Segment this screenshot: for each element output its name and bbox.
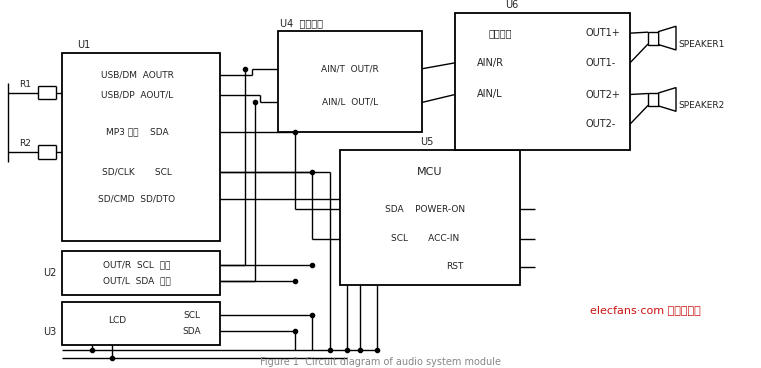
Text: elecfans·com 电子发烧友: elecfans·com 电子发烧友 [590, 305, 701, 315]
Text: OUT2+: OUT2+ [585, 89, 620, 99]
Text: U2: U2 [43, 268, 56, 277]
Polygon shape [658, 88, 676, 112]
Text: RST: RST [446, 262, 463, 271]
Text: SD/CMD  SD/DTO: SD/CMD SD/DTO [98, 195, 176, 204]
Text: SCL       ACC-IN: SCL ACC-IN [391, 234, 459, 244]
Polygon shape [658, 26, 676, 50]
Bar [340, 150, 520, 286]
Text: SD/CLK       SCL: SD/CLK SCL [102, 167, 172, 176]
Text: AIN/L  OUT/L: AIN/L OUT/L [322, 98, 378, 107]
Text: R1: R1 [19, 80, 31, 89]
Text: OUT/R  SCL  收音: OUT/R SCL 收音 [103, 260, 170, 269]
Text: U4  音效模块: U4 音效模块 [280, 18, 323, 28]
Text: USB/DP  AOUT/L: USB/DP AOUT/L [101, 90, 173, 99]
Text: OUT1+: OUT1+ [585, 28, 619, 38]
Text: SDA: SDA [183, 326, 202, 336]
Text: SDA    POWER-ON: SDA POWER-ON [385, 205, 465, 214]
Text: MCU: MCU [417, 167, 443, 177]
Text: AIN/R: AIN/R [477, 58, 504, 68]
Text: MP3 模块    SDA: MP3 模块 SDA [106, 128, 168, 137]
Bar [62, 53, 220, 241]
Text: R2: R2 [19, 139, 31, 148]
Text: USB/DM  AOUTR: USB/DM AOUTR [100, 70, 174, 79]
Text: AIN/T  OUT/R: AIN/T OUT/R [321, 64, 379, 73]
Text: SCL: SCL [183, 311, 200, 320]
Text: AIN/L: AIN/L [477, 89, 502, 99]
Text: SPEAKER1: SPEAKER1 [678, 39, 724, 49]
Bar [62, 302, 220, 345]
Bar [278, 31, 422, 132]
Text: OUT/L  SDA  模块: OUT/L SDA 模块 [103, 276, 171, 285]
Text: U6: U6 [505, 0, 518, 10]
Text: OUT2-: OUT2- [585, 119, 616, 129]
Text: Figure 1  Circuit diagram of audio system module: Figure 1 Circuit diagram of audio system… [260, 357, 501, 367]
Text: 功放模块: 功放模块 [489, 28, 511, 38]
Bar [455, 13, 630, 150]
Bar [648, 93, 658, 106]
Text: U5: U5 [420, 137, 433, 147]
Text: LCD: LCD [108, 316, 126, 325]
Text: OUT1-: OUT1- [585, 58, 615, 68]
Bar [62, 251, 220, 296]
Text: U3: U3 [43, 327, 56, 337]
Text: SPEAKER2: SPEAKER2 [678, 101, 724, 110]
Text: U1: U1 [77, 40, 91, 50]
Bar [648, 32, 658, 45]
